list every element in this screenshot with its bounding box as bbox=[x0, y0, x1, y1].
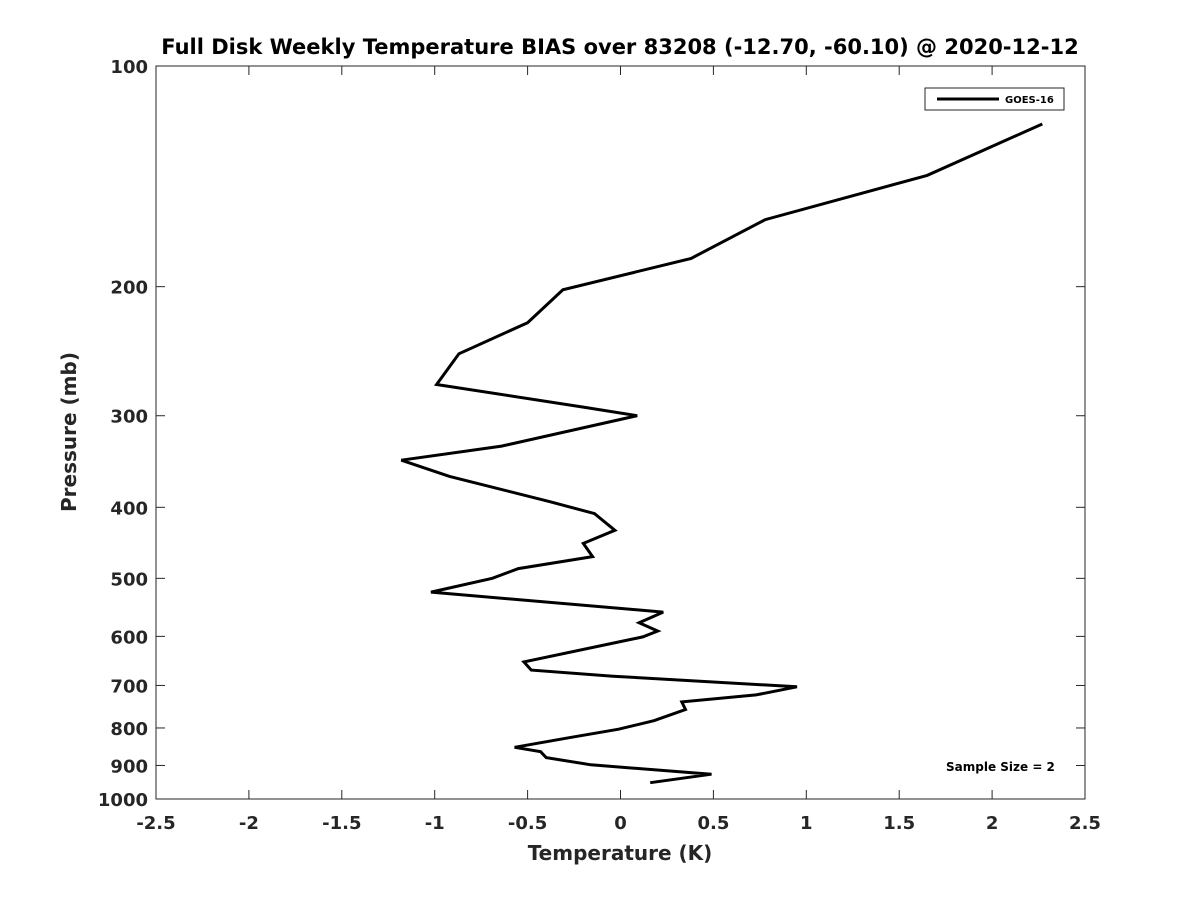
x-axis: -2.5 -2 -1.5 -1 -0.5 0 0.5 1 1.5 2 2.5 bbox=[136, 66, 1101, 834]
y-tick-label: 600 bbox=[110, 627, 148, 648]
y-axis: 100 200 300 400 500 600 700 800 900 1000 bbox=[98, 57, 1085, 811]
y-tick-label: 900 bbox=[110, 756, 148, 777]
y-tick-label: 700 bbox=[110, 676, 148, 697]
x-tick-label: 1.5 bbox=[883, 813, 915, 834]
y-tick-label: 400 bbox=[110, 498, 148, 519]
series-line-goes-16 bbox=[400, 122, 1043, 785]
plot-area bbox=[155, 65, 1086, 800]
x-tick-label: 0.5 bbox=[697, 813, 729, 834]
x-tick-label: -2.5 bbox=[136, 813, 175, 834]
x-tick-label: -1 bbox=[425, 813, 445, 834]
x-axis-label: Temperature (K) bbox=[528, 841, 713, 865]
y-axis-label: Pressure (mb) bbox=[57, 352, 81, 512]
x-tick-label: 2 bbox=[986, 813, 999, 834]
x-tick-label: -2 bbox=[239, 813, 259, 834]
x-tick-label: -0.5 bbox=[508, 813, 547, 834]
y-tick-label: 300 bbox=[110, 407, 148, 428]
legend-label: GOES-16 bbox=[1005, 95, 1054, 106]
x-tick-label: 0 bbox=[614, 813, 627, 834]
x-tick-label: 1 bbox=[800, 813, 813, 834]
x-tick-label: -1.5 bbox=[322, 813, 361, 834]
series-layer bbox=[400, 122, 1043, 785]
y-tick-label: 100 bbox=[110, 57, 148, 78]
y-tick-label: 500 bbox=[110, 569, 148, 590]
y-tick-label: 1000 bbox=[98, 790, 148, 811]
y-tick-label: 200 bbox=[110, 278, 148, 299]
chart-title: Full Disk Weekly Temperature BIAS over 8… bbox=[161, 35, 1078, 59]
sample-size-annotation: Sample Size = 2 bbox=[946, 760, 1055, 774]
legend: GOES-16 bbox=[924, 87, 1065, 111]
x-tick-label: 2.5 bbox=[1069, 813, 1101, 834]
y-tick-label: 800 bbox=[110, 719, 148, 740]
